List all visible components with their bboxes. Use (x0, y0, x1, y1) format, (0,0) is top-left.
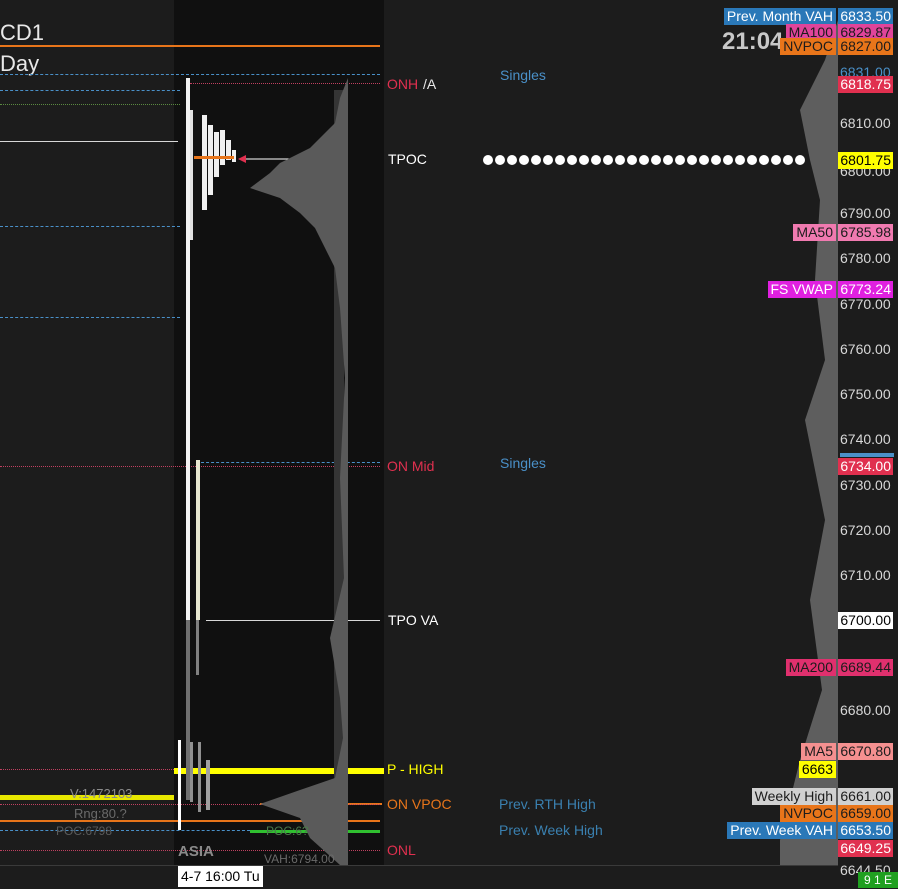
on-mid-label: ON Mid (387, 458, 435, 474)
price-tag-value: 6649.25 (838, 840, 893, 857)
price-tick: 6790.00 (840, 205, 891, 221)
ref-line (0, 90, 180, 91)
time-axis[interactable] (0, 865, 838, 889)
session-label: ASIA (178, 843, 214, 860)
onl-line (0, 850, 380, 851)
tpo-profile (178, 78, 344, 860)
status-badge: 9 1 E (858, 872, 898, 888)
price-tag-value: 6829.87 (838, 24, 893, 41)
price-tag-value: 6801.75 (838, 152, 893, 169)
poc-stat: POC:6798 (56, 824, 113, 838)
price-tag-value: 6818.75 (838, 76, 893, 93)
price-tick: 6680.00 (840, 702, 891, 718)
volume-profile (250, 78, 348, 865)
price-tick: 6770.00 (840, 296, 891, 312)
price-tag-label: MA100 (785, 24, 836, 41)
period-label: Day (0, 51, 40, 76)
tpo-va-line (206, 620, 380, 621)
price-tag-value: 6700.00 (838, 612, 893, 629)
price-tag-value: 6827.00 (838, 38, 893, 55)
clock-label: 21:04 (722, 28, 784, 55)
price-tag-value: 6670.80 (838, 743, 893, 760)
price-tag-value: 6659.00 (838, 805, 893, 822)
price-tick: 6710.00 (840, 567, 891, 583)
tpoc-dots (483, 155, 805, 165)
price-tag-value: 6689.44 (838, 659, 893, 676)
price-tag-label: Prev. Week VAH (727, 822, 836, 839)
prev-rth-high-label: Prev. RTH High (499, 796, 596, 812)
onh-line (190, 83, 380, 84)
price-tag-value: 6833.50 (838, 8, 893, 25)
ref-line (0, 317, 180, 318)
price-tag-label: FS VWAP (767, 281, 836, 298)
tpoc-label: TPOC (388, 151, 427, 167)
singles-label: Singles (500, 455, 546, 471)
symbol-label: CD1 (0, 20, 45, 45)
price-tag-value: 6653.50 (838, 822, 893, 839)
price-tick: 6780.00 (840, 250, 891, 266)
on-vpoc-label: ON VPOC (387, 796, 452, 812)
price-tag-label: MA50 (793, 224, 836, 241)
price-tag-label: NVPOC (780, 805, 836, 822)
orange-line (0, 820, 380, 822)
price-tag-label: NVPOC (780, 38, 836, 55)
volume-stat: V:1472103 (70, 786, 133, 801)
price-tag-value: 6734.00 (838, 458, 893, 475)
header-divider (0, 45, 380, 47)
time-cursor-label: 4-7 16:00 Tu (178, 866, 263, 887)
ref-line (0, 226, 180, 227)
price-tag-label: Prev. Month VAH (723, 8, 836, 25)
onl-label: ONL (387, 842, 416, 858)
price-tag-value: 6773.24 (838, 281, 893, 298)
price-tag-value: 6785.98 (838, 224, 893, 241)
price-tick: 6810.00 (840, 115, 891, 131)
price-tag-label: MA5 (801, 743, 836, 760)
right-volume-shadow (780, 20, 838, 865)
ref-line (0, 804, 380, 805)
onh-label: ONH (387, 76, 419, 92)
prev-week-high-label: Prev. Week High (499, 822, 603, 838)
ref-line (0, 830, 250, 831)
price-tick: 6760.00 (840, 341, 891, 357)
poc-mid-stat: POC:6? (266, 824, 309, 838)
blue-marker (840, 453, 894, 457)
singles-label: Singles (500, 67, 546, 83)
p-high-label: P - HIGH (387, 761, 444, 777)
yellow-left-line (0, 795, 174, 800)
price-axis[interactable] (838, 0, 898, 888)
ref-line (0, 104, 180, 105)
range-stat: Rng:80.? (74, 806, 127, 821)
ref-line (0, 141, 178, 142)
price-tag-label: 6663 (798, 761, 836, 778)
price-tag-label: Weekly High (751, 788, 836, 805)
tpo-va-label: TPO VA (388, 612, 439, 628)
ref-line (0, 74, 380, 75)
onh-suffix: /A (423, 76, 437, 92)
price-tick: 6730.00 (840, 477, 891, 493)
price-tag-value: 6661.00 (838, 788, 893, 805)
price-tick: 6740.00 (840, 431, 891, 447)
vah-stat: VAH:6794.00 (264, 852, 335, 866)
price-tag-label: MA200 (785, 659, 836, 676)
p-high-line (174, 768, 384, 774)
price-tick: 6720.00 (840, 522, 891, 538)
price-tick: 6750.00 (840, 386, 891, 402)
chart-area[interactable] (0, 0, 838, 865)
ref-line (196, 462, 380, 463)
